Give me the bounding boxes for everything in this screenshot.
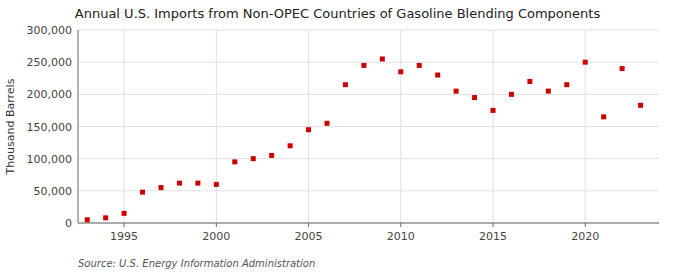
point — [288, 143, 293, 148]
x-grid-line — [124, 30, 125, 223]
point — [325, 121, 330, 126]
x-grid-line — [216, 30, 217, 223]
point — [177, 181, 182, 186]
point — [417, 63, 422, 68]
y-tick-label: 50,000 — [34, 185, 73, 198]
point — [398, 69, 403, 74]
point — [509, 92, 514, 97]
x-tick-label: 2020 — [571, 230, 599, 243]
axes: 0 50,000 100,000 150,000 200,000 250,000 300,0… — [27, 24, 660, 243]
y-tick-label: 150,000 — [27, 121, 73, 134]
point — [620, 66, 625, 71]
point — [122, 211, 127, 216]
y-tick-label: 100,000 — [27, 153, 73, 166]
x-tick-mark — [493, 223, 494, 227]
grid — [78, 30, 659, 223]
source-note: Source: U.S. Energy Information Administ… — [78, 258, 315, 269]
y-axis-line — [78, 30, 79, 223]
y-tick-label: 0 — [65, 217, 72, 230]
point — [214, 182, 219, 187]
point — [85, 217, 90, 222]
x-grid-line — [493, 30, 494, 223]
point — [159, 185, 164, 190]
point — [269, 153, 274, 158]
chart-title: Annual U.S. Imports from Non-OPEC Countr… — [75, 6, 601, 21]
point — [564, 82, 569, 87]
point — [140, 190, 145, 195]
x-tick-label: 1995 — [110, 230, 138, 243]
point — [472, 95, 477, 100]
point — [361, 63, 366, 68]
point — [638, 103, 643, 108]
y-grid-line — [78, 94, 659, 95]
x-grid-line — [308, 30, 309, 223]
y-grid-line — [78, 223, 659, 224]
chart-container: Annual U.S. Imports from Non-OPEC Countr… — [0, 0, 675, 275]
point — [251, 156, 256, 161]
x-axis-line — [78, 223, 659, 224]
point — [546, 89, 551, 94]
point — [435, 73, 440, 78]
point — [491, 108, 496, 113]
point — [601, 114, 606, 119]
point — [232, 159, 237, 164]
y-grid-line — [78, 190, 659, 191]
y-tick-label: 200,000 — [27, 88, 73, 101]
points — [85, 56, 643, 222]
y-tick-label: 250,000 — [27, 56, 73, 69]
x-tick-label: 2010 — [387, 230, 415, 243]
point — [380, 56, 385, 61]
point — [583, 60, 588, 65]
point — [527, 79, 532, 84]
y-axis-label: Thousand Barrels — [4, 78, 17, 175]
point — [306, 127, 311, 132]
y-grid-line — [78, 30, 659, 31]
y-grid-line — [78, 158, 659, 159]
point — [343, 82, 348, 87]
point — [195, 181, 200, 186]
x-tick-label: 2015 — [479, 230, 507, 243]
point — [454, 89, 459, 94]
y-tick-label: 300,000 — [27, 24, 73, 37]
x-tick-mark — [216, 223, 217, 227]
point — [103, 215, 108, 220]
x-tick-mark — [400, 223, 401, 227]
x-tick-label: 2000 — [202, 230, 230, 243]
x-tick-mark — [124, 223, 125, 227]
chart-svg: Annual U.S. Imports from Non-OPEC Countr… — [0, 0, 675, 275]
x-grid-line — [585, 30, 586, 223]
x-tick-label: 2005 — [295, 230, 323, 243]
x-grid-line — [400, 30, 401, 223]
x-tick-mark — [585, 223, 586, 227]
x-tick-mark — [308, 223, 309, 227]
y-grid-line — [78, 62, 659, 63]
y-grid-line — [78, 126, 659, 127]
